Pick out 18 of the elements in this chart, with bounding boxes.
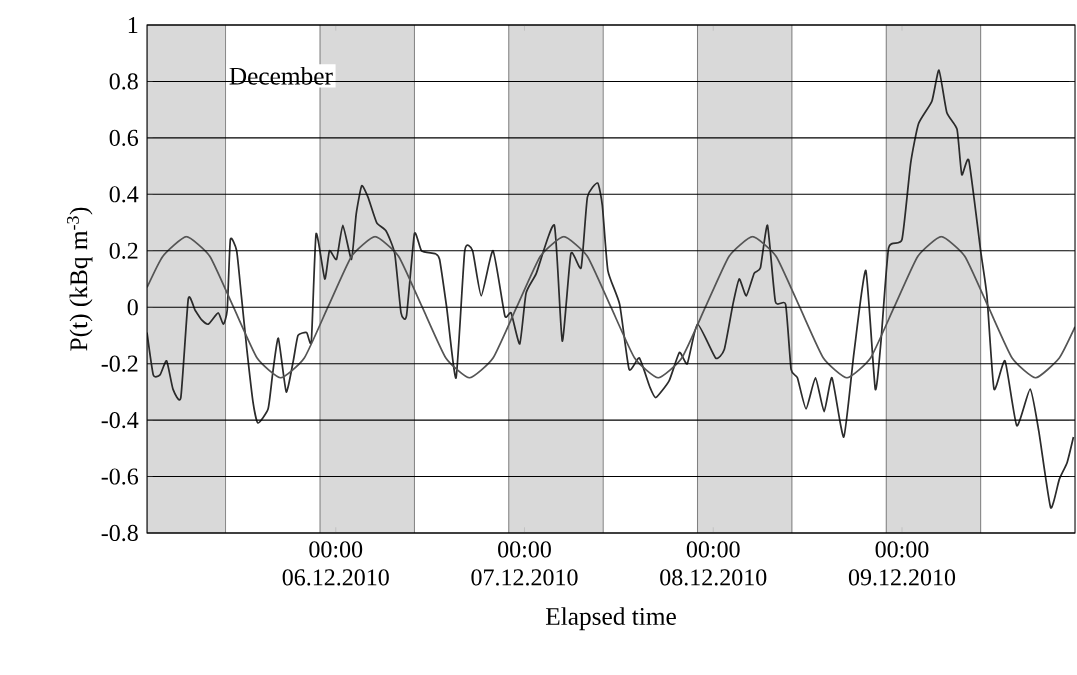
x-axis-title: Elapsed time <box>545 607 676 631</box>
y-tick-label: 0 <box>127 299 138 316</box>
y-tick-label: 0.4 <box>109 186 139 203</box>
y-axis-title: P(t) (kBq m$^{-3}$) <box>66 207 93 351</box>
line-series <box>147 69 1075 509</box>
line-series <box>147 235 1076 379</box>
x-tick-label: 00:00 09.12.2010 <box>848 541 956 586</box>
y-tick-label: 0.8 <box>109 73 138 90</box>
y-tick-label: 0.6 <box>109 129 139 147</box>
y-tick-label: -0.8 <box>101 524 138 542</box>
y-tick-label: -0.4 <box>101 411 139 429</box>
x-tick-label: 00:00 07.12.2010 <box>471 541 578 586</box>
y-tick-label: -0.2 <box>101 355 138 372</box>
y-tick-label: 1 <box>128 17 138 33</box>
y-tick-label: 0.2 <box>109 242 138 259</box>
y-tick-label: -0.6 <box>101 468 139 485</box>
x-tick-label: 00:00 06.12.2010 <box>282 541 389 586</box>
x-tick-label: 00:00 08.12.2010 <box>660 541 767 586</box>
